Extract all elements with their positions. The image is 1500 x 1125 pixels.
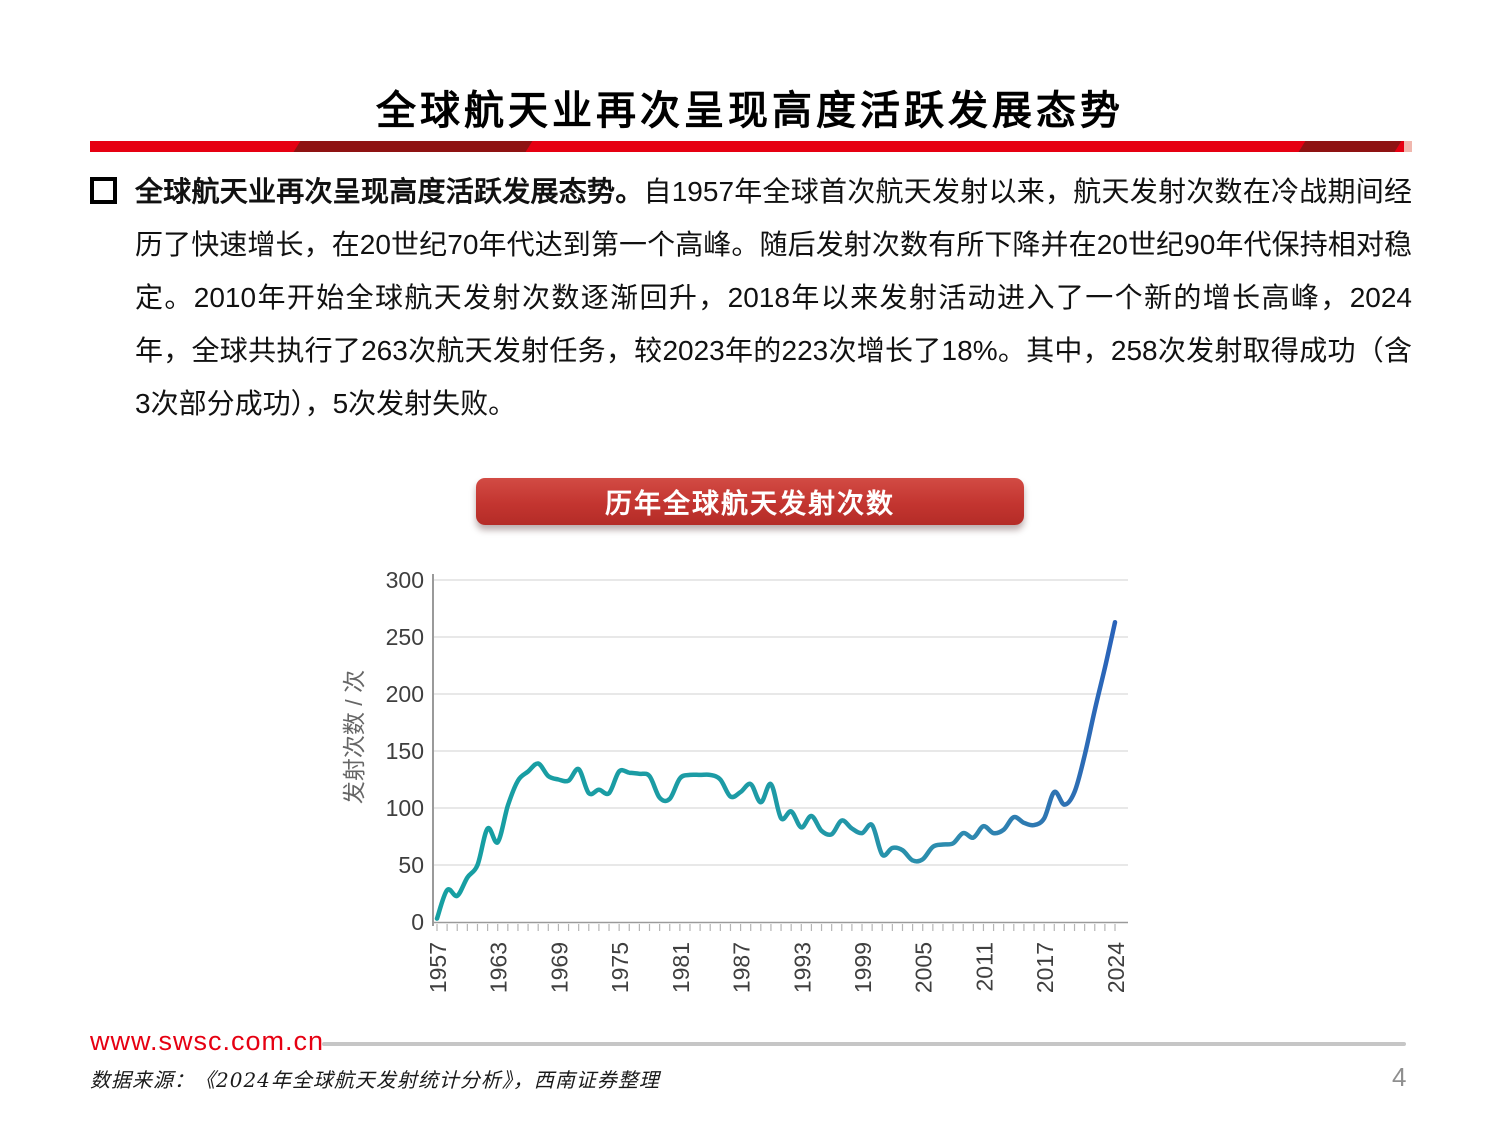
data-source-note: 数据来源：《2024年全球航天发射统计分析》，西南证券整理 xyxy=(90,1068,660,1092)
x-tick-label: 2024 xyxy=(1103,942,1129,993)
accent-bar-dark-segment-left xyxy=(293,141,533,152)
x-tick-label: 1975 xyxy=(607,942,633,993)
accent-bar-dark-segment-right xyxy=(1298,141,1402,152)
header-accent-bar xyxy=(90,141,1412,152)
launch-count-chart: 0 50 100 150 200 250 300 1957 1963 1969 1975 1981 19… xyxy=(340,552,1180,1012)
chart-title-label: 历年全球航天发射次数 xyxy=(605,489,895,519)
x-tick-label: 1993 xyxy=(789,942,815,993)
launch-count-line xyxy=(434,619,1118,921)
x-tick-label: 2011 xyxy=(971,942,997,991)
y-tick-label: 0 xyxy=(411,909,424,935)
y-tick-label: 150 xyxy=(386,738,424,764)
square-bullet-icon xyxy=(90,177,117,204)
y-tick-label: 100 xyxy=(386,795,424,821)
y-axis-title: 发射次数 / 次 xyxy=(341,670,367,804)
y-tick-label: 300 xyxy=(386,567,424,593)
summary-paragraph: 全球航天业再次呈现高度活跃发展态势。自1957年全球首次航天发射以来，航天发射次… xyxy=(135,165,1412,430)
y-tick-label: 250 xyxy=(386,624,424,650)
x-tick-label: 1957 xyxy=(425,942,451,993)
y-tick-label: 200 xyxy=(386,681,424,707)
summary-lead-bold: 全球航天业再次呈现高度活跃发展态势。 xyxy=(135,176,644,207)
chart-title-banner: 历年全球航天发射次数 xyxy=(476,478,1024,525)
footer-divider-line xyxy=(322,1042,1406,1046)
x-tick-label: 1999 xyxy=(850,942,876,993)
x-tick-label: 2017 xyxy=(1032,942,1058,993)
x-tick-label: 1963 xyxy=(486,942,512,993)
x-tick-label: 2005 xyxy=(911,942,937,993)
footer-website-link[interactable]: www.swsc.com.cn xyxy=(90,1026,325,1056)
summary-text: 自1957年全球首次航天发射以来，航天发射次数在冷战期间经历了快速增长，在20世… xyxy=(135,176,1412,419)
launch-chart-svg: 0 50 100 150 200 250 300 1957 1963 1969 1975 1981 19… xyxy=(341,567,1129,993)
accent-bar-end-cap xyxy=(1404,141,1412,152)
page-number: 4 xyxy=(1392,1062,1407,1092)
x-tick-label: 1981 xyxy=(668,942,694,993)
page-title: 全球航天业再次呈现高度活跃发展态势 xyxy=(376,89,1124,133)
x-tick-label: 1987 xyxy=(729,942,755,993)
x-tick-label: 1969 xyxy=(546,942,572,993)
summary-block: 全球航天业再次呈现高度活跃发展态势。自1957年全球首次航天发射以来，航天发射次… xyxy=(90,165,1412,430)
y-tick-label: 50 xyxy=(398,852,424,878)
